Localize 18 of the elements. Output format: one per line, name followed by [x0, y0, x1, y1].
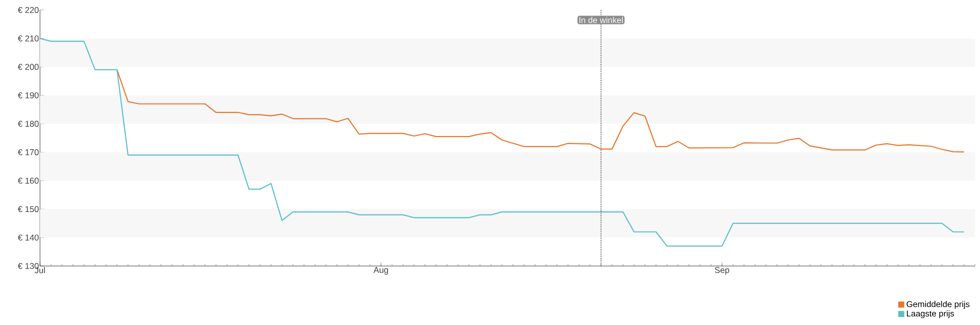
y-tick-label: € 150 [18, 206, 39, 212]
y-tick-label: € 130 [18, 263, 39, 269]
ref-line-label: In de winkel [579, 16, 623, 24]
line-series [39, 38, 965, 247]
y-tick-label: € 220 [18, 7, 39, 13]
x-tick-label: Jul [34, 267, 45, 274]
y-tick-label: € 170 [18, 149, 39, 156]
x-tick-label: Aug [373, 267, 388, 275]
legend-label: Laagste prijs [906, 310, 954, 318]
legend-label: Gemiddelde prijs [906, 300, 970, 309]
y-tick-label: € 160 [18, 178, 39, 184]
y-tick-label: € 190 [18, 92, 39, 98]
y-tick-label: € 200 [18, 64, 39, 70]
y-tick-label: € 180 [18, 120, 39, 127]
y-tick-label: € 140 [18, 234, 39, 241]
line-series [116, 69, 965, 152]
x-tick-label: Sep [714, 267, 730, 275]
y-tick-label: € 210 [18, 35, 39, 42]
